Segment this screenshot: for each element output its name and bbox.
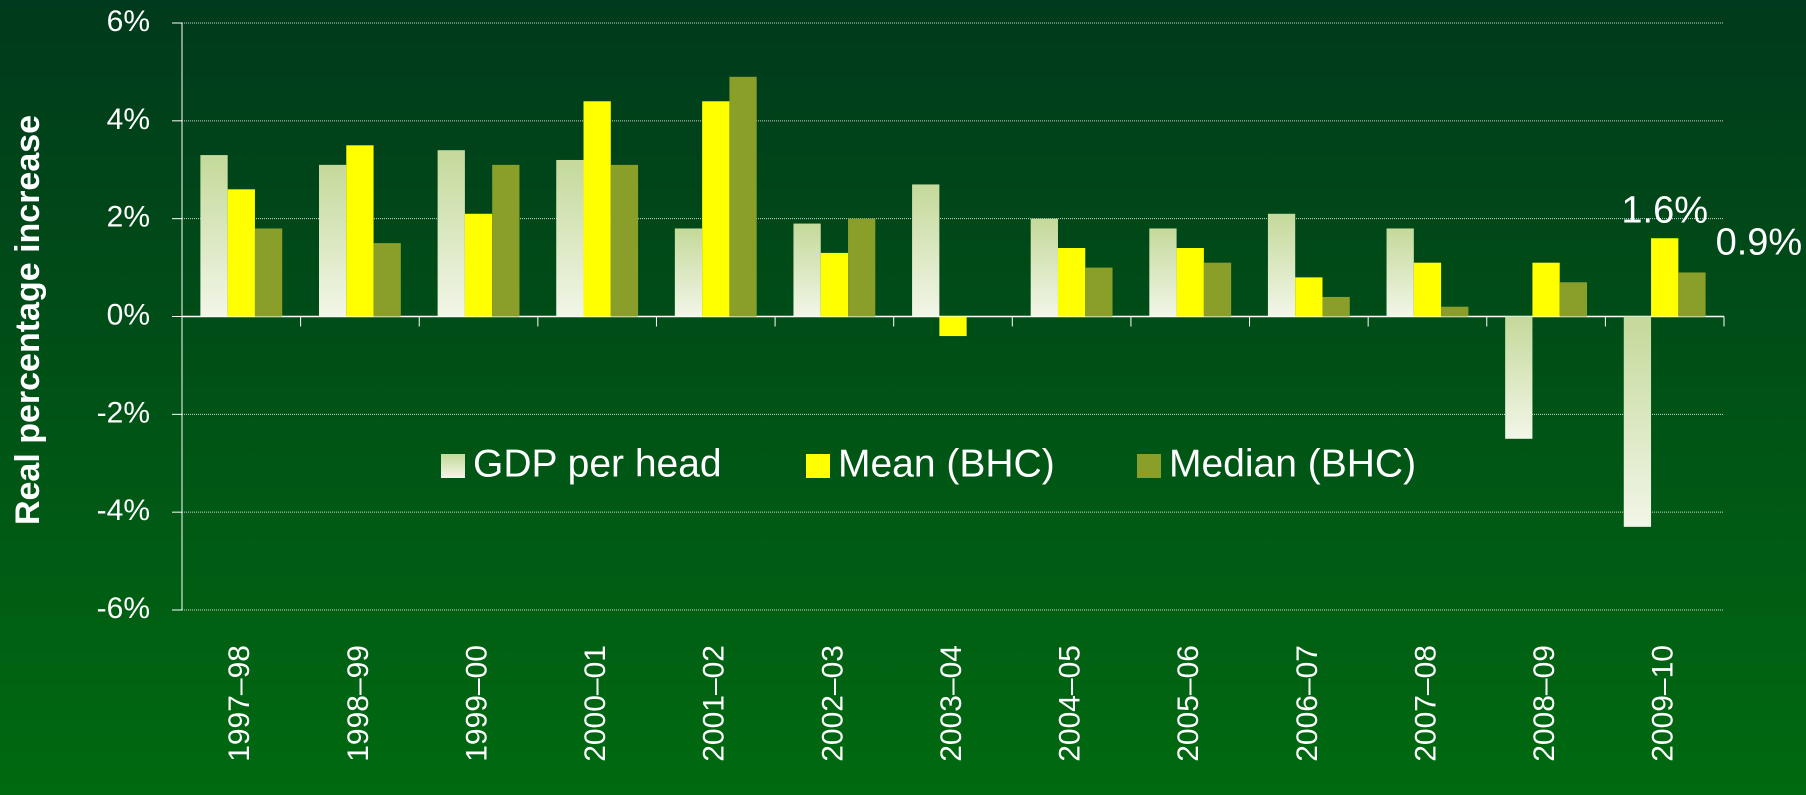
bar (1295, 277, 1323, 317)
x-tick-label: 2008–09 (1528, 645, 1561, 762)
bar (1532, 262, 1560, 317)
bar (1149, 228, 1177, 317)
bar (227, 189, 255, 317)
y-tick-label: -2% (97, 396, 150, 429)
bar (1085, 267, 1113, 317)
bar (1678, 272, 1706, 317)
bar (254, 228, 283, 317)
y-tick-label: -6% (97, 592, 150, 625)
bar (1267, 213, 1296, 317)
bar (1651, 238, 1679, 317)
bar (1030, 218, 1058, 317)
bar (437, 150, 465, 317)
data-label: 0.9% (1716, 222, 1803, 264)
y-tick-label: 4% (107, 103, 150, 136)
bar (1441, 306, 1469, 317)
legend-swatch (806, 454, 830, 478)
bar (1413, 262, 1442, 317)
legend-swatch (441, 454, 465, 478)
bar (1322, 296, 1350, 317)
y-tick-label: 2% (107, 201, 150, 234)
x-tick-label: 2006–07 (1291, 645, 1324, 762)
y-tick-label: -4% (97, 494, 150, 527)
bar (200, 155, 228, 317)
x-tick-label: 2009–10 (1647, 645, 1680, 762)
legend-label: GDP per head (473, 442, 722, 485)
y-axis-label: Real percentage increase (9, 115, 47, 525)
x-tick-label: 2000–01 (579, 645, 612, 762)
bar (1176, 248, 1204, 317)
bar (556, 159, 584, 317)
x-tick-label: 2005–06 (1172, 645, 1205, 762)
y-tick-label: 0% (107, 298, 150, 331)
x-tick-label: 2004–05 (1054, 645, 1087, 762)
bar (729, 76, 757, 317)
bar (492, 164, 520, 317)
bar (1386, 228, 1414, 317)
y-tick-label: 6% (107, 5, 150, 38)
bar (373, 243, 401, 317)
bar (464, 213, 493, 317)
bar (1559, 282, 1587, 317)
x-tick-label: 1999–00 (460, 645, 493, 762)
x-tick-label: 2003–04 (935, 645, 968, 762)
x-tick-label: 2002–03 (816, 645, 849, 762)
x-tick-label: 2007–08 (1409, 645, 1442, 762)
data-label: 1.6% (1621, 189, 1708, 231)
x-tick-label: 1998–99 (342, 645, 375, 762)
bar (1623, 316, 1652, 527)
bar (610, 164, 639, 317)
legend-swatch (1137, 454, 1161, 478)
bar (848, 218, 876, 317)
legend-label: Median (BHC) (1169, 442, 1416, 485)
bar (702, 101, 730, 317)
bar (820, 252, 849, 317)
x-tick-label: 2001–02 (698, 645, 731, 762)
legend-label: Mean (BHC) (838, 442, 1055, 485)
bar (319, 164, 347, 317)
bar (1505, 316, 1533, 439)
bar (793, 223, 821, 317)
bar (939, 316, 967, 337)
x-tick-label: 1997–98 (223, 645, 256, 762)
bar (1203, 262, 1232, 317)
bar (912, 184, 940, 317)
bar (583, 101, 611, 317)
bar (346, 145, 374, 317)
bar (674, 228, 703, 317)
bar (1057, 248, 1086, 317)
